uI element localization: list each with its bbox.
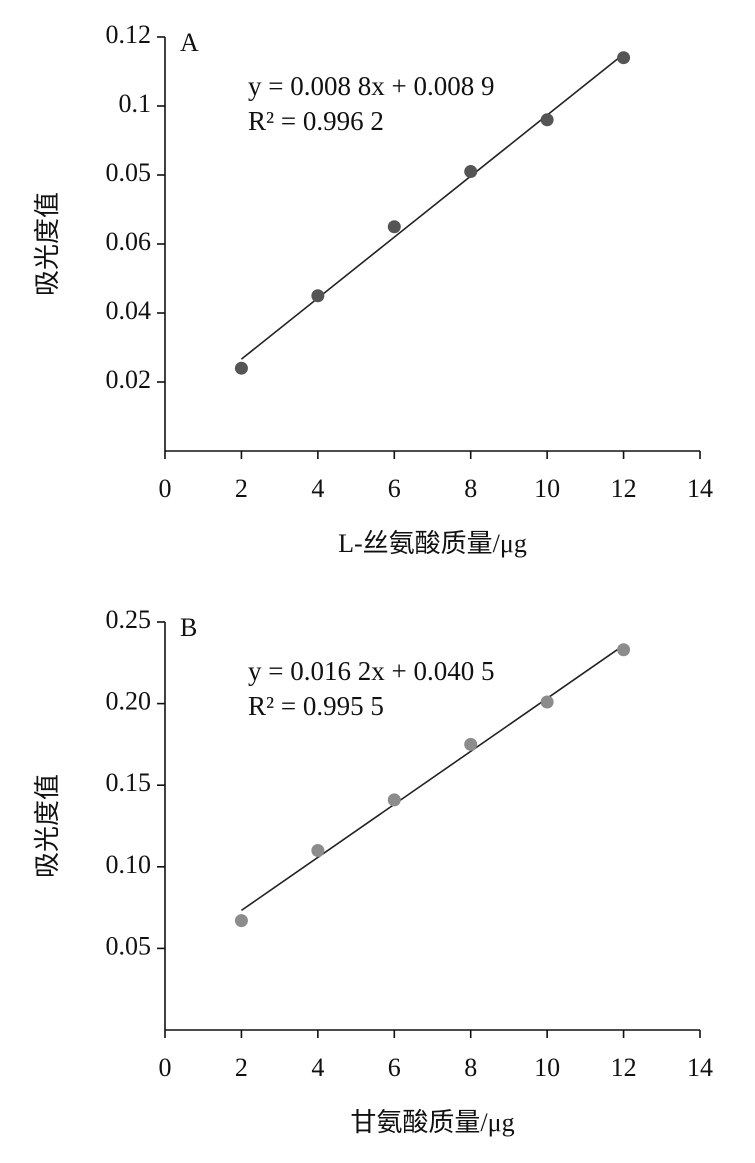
point (387, 793, 401, 807)
x-tick-label: 2 (235, 1053, 248, 1082)
x-tick-label: 12 (611, 1053, 637, 1082)
point (617, 51, 631, 65)
point (617, 643, 631, 657)
y-tick-label: 0.25 (106, 605, 152, 634)
point (540, 113, 554, 127)
point (234, 914, 248, 928)
x-tick-label: 10 (534, 474, 560, 503)
x-tick-label: 4 (311, 1053, 324, 1082)
x-tick-label: 10 (534, 1053, 560, 1082)
point (311, 843, 325, 857)
x-tick-label: 14 (687, 1053, 713, 1082)
x-tick-label: 0 (159, 474, 172, 503)
point (540, 695, 554, 709)
y-tick-label: 0.10 (106, 850, 152, 879)
x-axis-label: L-丝氨酸质量/μg (338, 529, 527, 558)
x-tick-label: 4 (311, 474, 324, 503)
y-tick-label: 0.20 (106, 687, 152, 716)
y-tick-label: 0.04 (106, 296, 152, 325)
point (464, 737, 478, 751)
y-axis-label: 吸光度值 (33, 774, 62, 878)
point (234, 361, 248, 375)
x-axis-label: 甘氨酸质量/μg (350, 1108, 514, 1137)
trendline (240, 644, 625, 912)
point (464, 165, 478, 179)
x-tick-label: 8 (464, 1053, 477, 1082)
x-tick-label: 2 (235, 474, 248, 503)
y-tick-label: 0.05 (106, 931, 152, 960)
y-tick-label: 0.15 (106, 768, 152, 797)
y-tick-label: 0.02 (106, 365, 152, 394)
x-tick-label: 8 (464, 474, 477, 503)
panel-label: A (180, 28, 199, 57)
x-tick-label: 6 (388, 1053, 401, 1082)
panel-label: B (180, 613, 197, 642)
x-tick-label: 12 (611, 474, 637, 503)
equation: R² = 0.996 2 (248, 106, 384, 136)
x-tick-label: 6 (388, 474, 401, 503)
x-tick-label: 14 (687, 474, 713, 503)
trendline (240, 53, 625, 360)
y-tick-label: 0.1 (119, 89, 152, 118)
equation: y = 0.016 2x + 0.040 5 (248, 656, 494, 686)
point (311, 289, 325, 303)
x-tick-label: 0 (159, 1053, 172, 1082)
equation: y = 0.008 8x + 0.008 9 (248, 71, 494, 101)
equation: R² = 0.995 5 (248, 691, 384, 721)
point (387, 220, 401, 234)
y-tick-label: 0.12 (106, 20, 152, 49)
y-axis-label: 吸光度值 (33, 192, 62, 296)
y-tick-label: 0.05 (106, 158, 152, 187)
y-tick-label: 0.06 (106, 227, 152, 256)
